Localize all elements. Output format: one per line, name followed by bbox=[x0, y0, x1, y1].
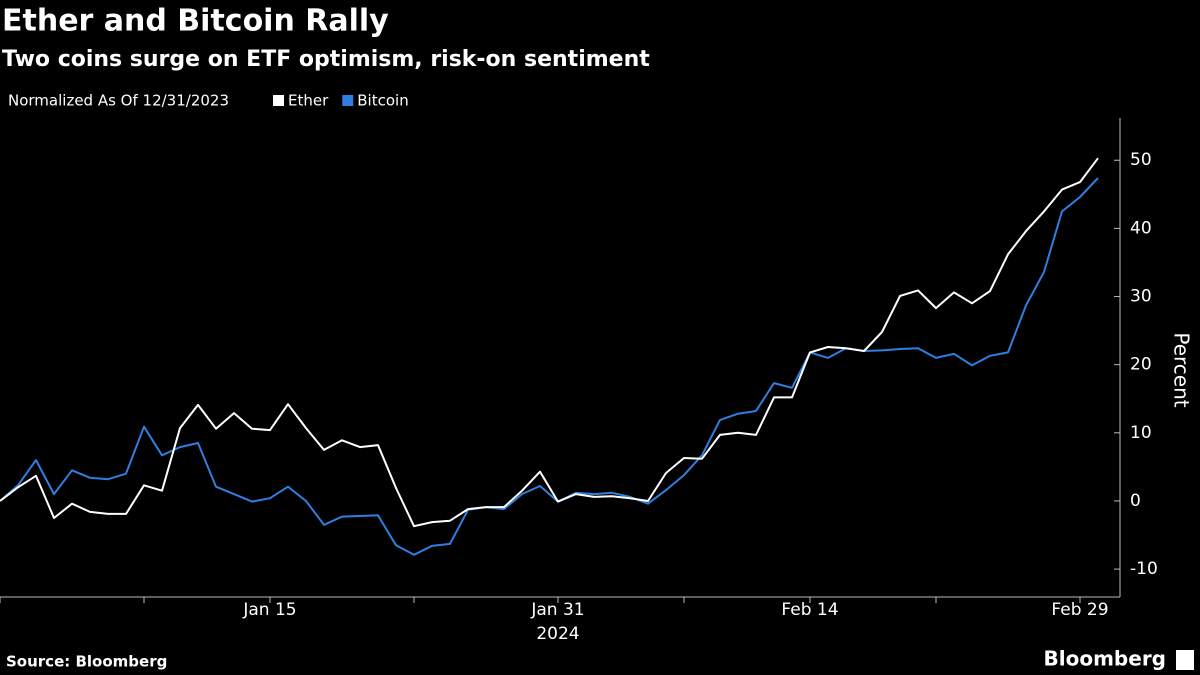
legend-title: Normalized As Of 12/31/2023 bbox=[8, 92, 229, 110]
y-tick-label: 30 bbox=[1130, 287, 1152, 307]
y-tick-label: 40 bbox=[1130, 218, 1152, 238]
legend-swatch bbox=[273, 95, 284, 106]
x-tick-label: Jan 31 bbox=[530, 600, 584, 620]
y-tick-label: 10 bbox=[1130, 423, 1152, 443]
line-series bbox=[0, 157, 1099, 528]
legend-swatch bbox=[342, 95, 354, 106]
y-tick-label: 0 bbox=[1130, 491, 1141, 511]
line-series bbox=[0, 177, 1099, 556]
x-tick-label: Feb 29 bbox=[1051, 600, 1108, 620]
y-tick-label: 20 bbox=[1130, 355, 1152, 375]
y-axis-label: Percent bbox=[1170, 332, 1194, 407]
x-tick-label: Feb 14 bbox=[781, 600, 838, 620]
y-tick-label: 50 bbox=[1130, 150, 1152, 170]
x-sublabel: 2024 bbox=[536, 624, 579, 644]
brand-icon bbox=[1176, 650, 1194, 670]
y-tick-label: -10 bbox=[1130, 559, 1158, 579]
x-tick-label: Jan 15 bbox=[242, 600, 296, 620]
legend-label: Bitcoin bbox=[357, 92, 408, 110]
chart-subtitle: Two coins surge on ETF optimism, risk-on… bbox=[2, 47, 650, 72]
source: Source: Bloomberg bbox=[6, 653, 167, 671]
chart-title: Ether and Bitcoin Rally bbox=[2, 4, 389, 39]
brand: Bloomberg bbox=[1044, 647, 1166, 671]
legend-label: Ether bbox=[288, 92, 329, 110]
